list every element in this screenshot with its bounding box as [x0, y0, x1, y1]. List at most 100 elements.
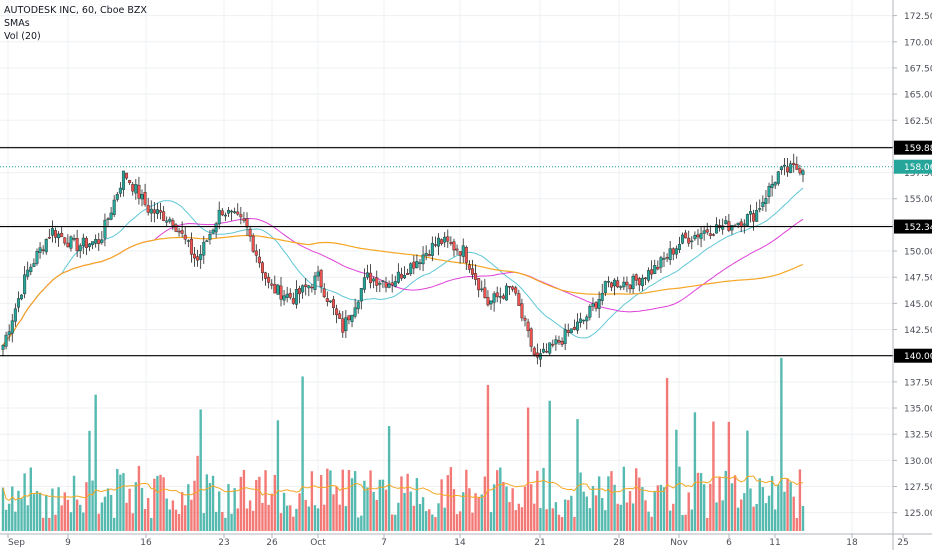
- volume-bar: [786, 478, 789, 531]
- candle-body: [57, 233, 61, 239]
- candle-body: [548, 342, 552, 354]
- candle: [134, 179, 138, 200]
- candle-body: [699, 233, 703, 239]
- volume-bar: [187, 484, 190, 531]
- candle-body: [72, 238, 76, 240]
- volume-bar: [267, 504, 270, 531]
- volume-bar: [709, 483, 712, 531]
- volume-bar: [112, 517, 116, 531]
- candle-body: [208, 234, 212, 240]
- x-tick-label: 23: [218, 538, 229, 548]
- candle: [66, 234, 70, 248]
- candle: [801, 168, 805, 183]
- candle-body: [251, 235, 255, 252]
- candle-body: [362, 277, 366, 290]
- candle-body: [517, 293, 521, 306]
- y-tick-label: 132.50: [904, 431, 932, 441]
- candle: [242, 211, 246, 224]
- volume-bar: [653, 490, 656, 531]
- candle-body: [396, 271, 400, 283]
- candle: [693, 231, 697, 241]
- volume-bar: [116, 468, 119, 531]
- candle-body: [140, 194, 144, 200]
- candle: [341, 311, 345, 338]
- candle: [551, 339, 555, 348]
- candlesticks: [1, 153, 805, 367]
- candle-body: [637, 278, 641, 286]
- x-axis-labels: Sep 9 16 23 26 Oct 7 14 21 28 Nov 6 11 18 25: [7, 534, 909, 548]
- candle: [498, 287, 502, 304]
- candle-body: [183, 234, 187, 240]
- volume-bar: [100, 502, 104, 531]
- candle-body: [84, 238, 88, 248]
- volume-bar: [313, 505, 317, 531]
- volume-bar: [431, 514, 434, 531]
- candle: [406, 268, 410, 275]
- candle: [606, 276, 610, 288]
- volume-bar: [545, 509, 548, 531]
- candle: [671, 247, 675, 261]
- volume-bar: [353, 471, 357, 531]
- volume-bar: [483, 476, 487, 531]
- candle: [433, 236, 437, 248]
- volume-bar: [208, 483, 212, 531]
- level-label-152.34-bg: [894, 219, 932, 234]
- x-tick-label: 16: [140, 538, 152, 548]
- candle-body: [613, 279, 617, 287]
- volume-bar: [372, 492, 375, 531]
- y-tick-label: 170.00: [904, 38, 932, 48]
- candle: [699, 226, 703, 248]
- candle-body: [44, 238, 48, 253]
- candle: [230, 209, 234, 221]
- candle-body: [335, 308, 339, 316]
- candle-body: [801, 170, 805, 175]
- volume-bar: [662, 487, 666, 531]
- y-tick-label: 137.50: [904, 378, 932, 388]
- candle: [273, 275, 277, 294]
- candle-body: [285, 293, 289, 298]
- volume-bar: [789, 482, 792, 531]
- volume-bar: [150, 517, 153, 531]
- volume-bar: [511, 488, 514, 531]
- candle-body: [26, 269, 30, 277]
- candle: [13, 303, 17, 327]
- candle-body: [66, 242, 70, 248]
- candle: [226, 206, 230, 217]
- candle: [684, 229, 688, 239]
- candle: [770, 175, 774, 197]
- candle: [430, 236, 434, 262]
- candle-body: [674, 248, 678, 255]
- candle: [718, 219, 722, 232]
- candle-body: [106, 218, 110, 220]
- candle: [60, 226, 64, 238]
- candle: [63, 237, 67, 246]
- candle: [78, 243, 82, 259]
- candle-body: [223, 214, 227, 217]
- y-tick-label: 157.50: [904, 169, 932, 179]
- current-price-label-text: 158.06: [904, 163, 932, 173]
- candle-body: [470, 268, 474, 275]
- candle-body: [78, 245, 82, 252]
- candle-body: [721, 225, 725, 230]
- volume-bar: [285, 505, 289, 531]
- candle-body: [498, 296, 502, 298]
- volume-bar: [468, 488, 471, 531]
- candle-body: [643, 277, 647, 280]
- candle: [251, 233, 255, 253]
- volume-bar: [641, 487, 644, 531]
- candle-body: [681, 234, 685, 244]
- volume-bar: [341, 469, 344, 531]
- volume-bar: [384, 489, 388, 531]
- candle: [616, 276, 620, 289]
- candle: [480, 280, 484, 293]
- volume-bar: [91, 480, 94, 531]
- volume-bar: [397, 502, 400, 531]
- candle: [437, 233, 441, 256]
- volume-bar: [159, 474, 162, 531]
- candle: [1, 344, 5, 357]
- volume-bar: [369, 470, 372, 531]
- volume-bar: [20, 498, 23, 531]
- candle-body: [631, 276, 635, 290]
- candle: [233, 207, 237, 214]
